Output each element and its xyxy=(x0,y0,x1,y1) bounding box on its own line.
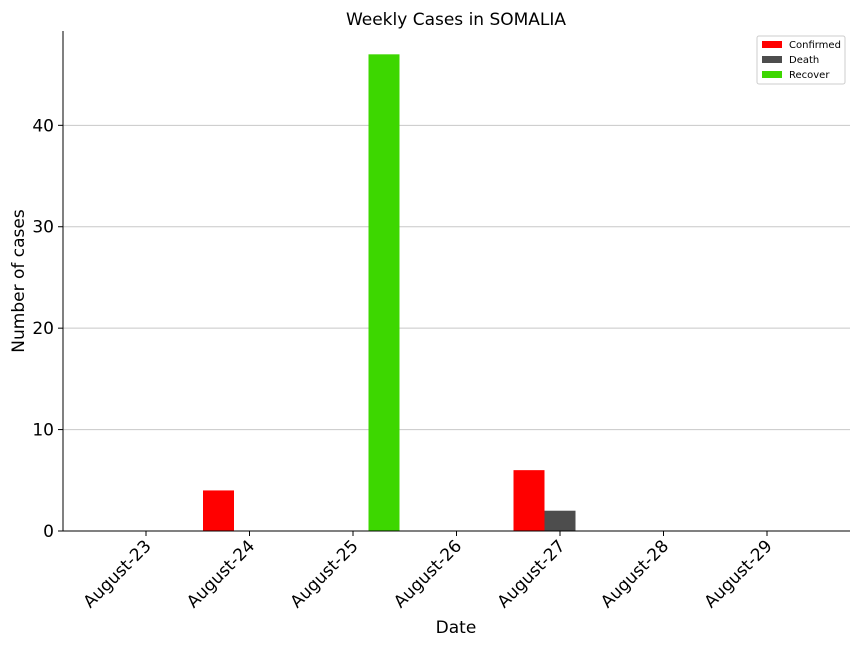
x-tick-label-2: August-25 xyxy=(287,536,363,612)
bars xyxy=(203,54,576,532)
legend-label-recover: Recover xyxy=(789,70,830,81)
y-tick-label-4: 40 xyxy=(32,116,54,136)
bar-confirmed-4 xyxy=(513,470,545,531)
legend-swatch-recover xyxy=(762,71,782,78)
x-tick-label-1: August-24 xyxy=(183,536,259,612)
x-tick-label-5: August-28 xyxy=(597,536,673,612)
gridlines xyxy=(63,124,850,431)
legend: Confirmed Death Recover xyxy=(756,35,846,85)
bar-confirmed-1 xyxy=(203,490,234,531)
y-ticks: 0 10 20 30 40 xyxy=(32,116,63,542)
y-tick-label-1: 10 xyxy=(32,421,54,441)
x-tick-label-6: August-29 xyxy=(701,536,777,612)
y-tick-label-2: 20 xyxy=(32,319,54,339)
legend-swatch-confirmed xyxy=(762,41,782,48)
x-tick-label-0: August-23 xyxy=(80,536,156,612)
bar-death-4 xyxy=(544,510,576,531)
y-tick-label-0: 0 xyxy=(43,522,54,542)
x-tick-label-3: August-26 xyxy=(390,536,466,612)
chart-title: Weekly Cases in SOMALIA xyxy=(346,10,566,30)
legend-label-confirmed: Confirmed xyxy=(789,40,841,51)
bar-recover-2 xyxy=(368,54,400,532)
legend-swatch-death xyxy=(762,56,782,63)
legend-label-death: Death xyxy=(789,55,819,66)
x-tick-label-4: August-27 xyxy=(494,536,570,612)
y-axis-label: Number of cases xyxy=(9,209,29,353)
x-ticks: August-23 August-24 August-25 August-26 Augu… xyxy=(80,531,777,612)
y-tick-label-3: 30 xyxy=(32,218,54,238)
x-axis-label: Date xyxy=(436,618,477,638)
